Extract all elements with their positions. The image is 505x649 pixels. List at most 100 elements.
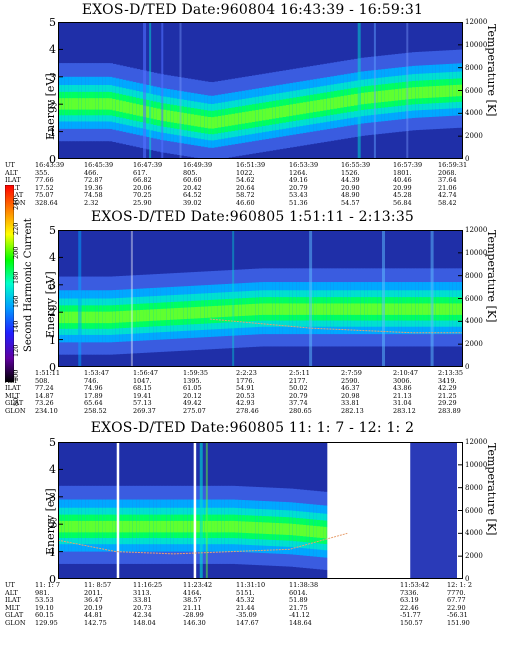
panel3-band-37-4 xyxy=(183,520,188,533)
panel2-band-28-4 xyxy=(153,309,158,321)
panel3-cell: 53.53 xyxy=(35,596,54,604)
panel1-row-label: GLAT xyxy=(5,191,24,199)
panel2-band-58-4 xyxy=(255,303,260,316)
panel1-cell: 1022. xyxy=(236,168,255,177)
panel3-band-39-4 xyxy=(190,520,195,533)
panel1-cell: 16:53:39 xyxy=(289,161,319,169)
panel1-band-74-4 xyxy=(309,101,314,113)
panel1-band-8-4 xyxy=(85,98,90,110)
panel2-band-27-4 xyxy=(149,309,154,321)
panel3-band-28-4 xyxy=(153,520,158,533)
panel3-cell: 67.77 xyxy=(447,596,466,604)
panel1-cell: 42.74 xyxy=(438,191,457,199)
panel1-band-109-4 xyxy=(428,86,433,98)
panel2-band-52-4 xyxy=(234,304,239,317)
panel3-band-7-4 xyxy=(81,520,86,533)
panel1-streak-2 xyxy=(161,22,164,159)
panel3-band-3-4 xyxy=(68,520,73,533)
panel1-band-26-4 xyxy=(146,106,151,118)
panel1-band-3-4 xyxy=(68,98,73,110)
panel1-band-78-4 xyxy=(323,98,328,111)
panel2-band-115-4 xyxy=(449,303,454,315)
panel1-band-73-4 xyxy=(306,101,311,114)
panel1-cell: 1801. xyxy=(393,168,412,177)
panel2-energy-tick: 5 xyxy=(49,224,56,237)
panel1-cell: 355. xyxy=(35,168,50,177)
panel2-cell: 2590. xyxy=(341,376,360,385)
panel2-band-48-4 xyxy=(221,305,226,318)
panel3-band-22-4 xyxy=(132,520,137,533)
panel3-cell: 147.67 xyxy=(236,618,259,627)
colorbar-label: Second Harmonic Current xyxy=(23,218,34,352)
panel1-cell: 25.90 xyxy=(133,198,152,207)
panel1-band-2-4 xyxy=(64,98,69,110)
panel2-band-84-4 xyxy=(343,303,348,315)
panel2-cell: 74.96 xyxy=(84,384,103,392)
panel1-energy-tick: 0 xyxy=(49,153,56,166)
panel2-band-94-4 xyxy=(377,303,382,315)
panel1-energy-tick: 4 xyxy=(49,43,56,57)
panel1-cell: 20.99 xyxy=(393,183,412,192)
panel1-band-46-4 xyxy=(214,116,219,129)
panel1-temp-tick: 10000 xyxy=(465,40,488,49)
panel2-band-29-4 xyxy=(156,309,161,321)
panel2-band-108-4 xyxy=(425,303,430,315)
panel2-band-46-4 xyxy=(214,305,219,318)
panel1-band-16-4 xyxy=(112,99,117,111)
panel3-band-67-4 xyxy=(286,523,291,535)
panel1-temp-tick: 12000 xyxy=(465,18,488,26)
panel3-band-72-4 xyxy=(303,524,308,537)
panel2-band-25-4 xyxy=(143,309,148,322)
panel2-band-64-4 xyxy=(275,303,280,315)
panel2-cell: 20.53 xyxy=(236,391,255,400)
panel1-band-19-4 xyxy=(122,101,127,113)
panel3-cell: 42.34 xyxy=(133,611,152,619)
panel3-band-29-4 xyxy=(156,520,161,533)
panel1-cell: 16:45:39 xyxy=(84,161,114,169)
panel2-band-114-4 xyxy=(445,303,450,315)
panel3-band-20-4 xyxy=(126,520,131,533)
panel3-cell: 11: 1: 7 xyxy=(35,581,61,589)
panel2-band-96-4 xyxy=(384,303,389,315)
panel1-band-33-4 xyxy=(170,110,175,123)
panel2-band-69-4 xyxy=(292,303,297,315)
panel1-cell: 20.79 xyxy=(289,183,308,192)
panel1-band-70-4 xyxy=(296,103,301,115)
panel1-cell: 21.06 xyxy=(438,183,457,192)
panel1-band-34-4 xyxy=(173,111,178,123)
panel2-band-18-4 xyxy=(119,311,124,323)
panel1-cell: 16:47:39 xyxy=(133,161,163,169)
panel1-energy-tick: 2 xyxy=(49,98,56,112)
panel3-band-57-4 xyxy=(251,521,256,534)
panel2-energy-tick: 3 xyxy=(49,278,56,292)
panel3-band-13-4 xyxy=(102,520,107,533)
panel1-streak-6 xyxy=(406,22,409,159)
panel2-cell: 283.12 xyxy=(393,406,416,415)
panel2-band-31-4 xyxy=(163,308,168,321)
panel3-temperature-line xyxy=(57,532,348,555)
panel1-band-31-4 xyxy=(163,109,168,122)
panel1-cell: 1526. xyxy=(341,168,360,177)
panel2-y2label: Temperature [K] xyxy=(485,230,498,323)
panel3-energy-tick: 4 xyxy=(49,463,56,477)
panel2-band-75-4 xyxy=(313,303,318,315)
panel2-row-label: GLON xyxy=(5,406,26,415)
panel1-band-29-4 xyxy=(156,108,161,121)
panel1-cell: 466. xyxy=(84,168,99,177)
panel1-band-72-4 xyxy=(303,102,308,114)
panel3-band-47-4 xyxy=(217,520,222,533)
panel2-cell: 21.25 xyxy=(438,391,457,400)
panel3-title: EXOS-D/TED Date:960805 11: 1: 7 - 12: 1:… xyxy=(90,420,415,436)
panel1-band-83-4 xyxy=(340,96,345,108)
panel1-cell: 16:57:39 xyxy=(393,161,423,169)
panel2-streak-1 xyxy=(130,230,133,367)
panel2-cell: 20.12 xyxy=(183,391,202,400)
panel1-plot xyxy=(58,21,467,160)
panel2-band-76-4 xyxy=(316,303,321,315)
panel2-band-21-4 xyxy=(129,310,134,322)
panel2-band-117-4 xyxy=(456,303,461,315)
panel1-band-22-4 xyxy=(132,103,137,115)
panel3-band-73-4 xyxy=(306,525,311,537)
panel3-band-9-4 xyxy=(88,520,93,533)
panel3-band-25-4 xyxy=(143,520,148,533)
